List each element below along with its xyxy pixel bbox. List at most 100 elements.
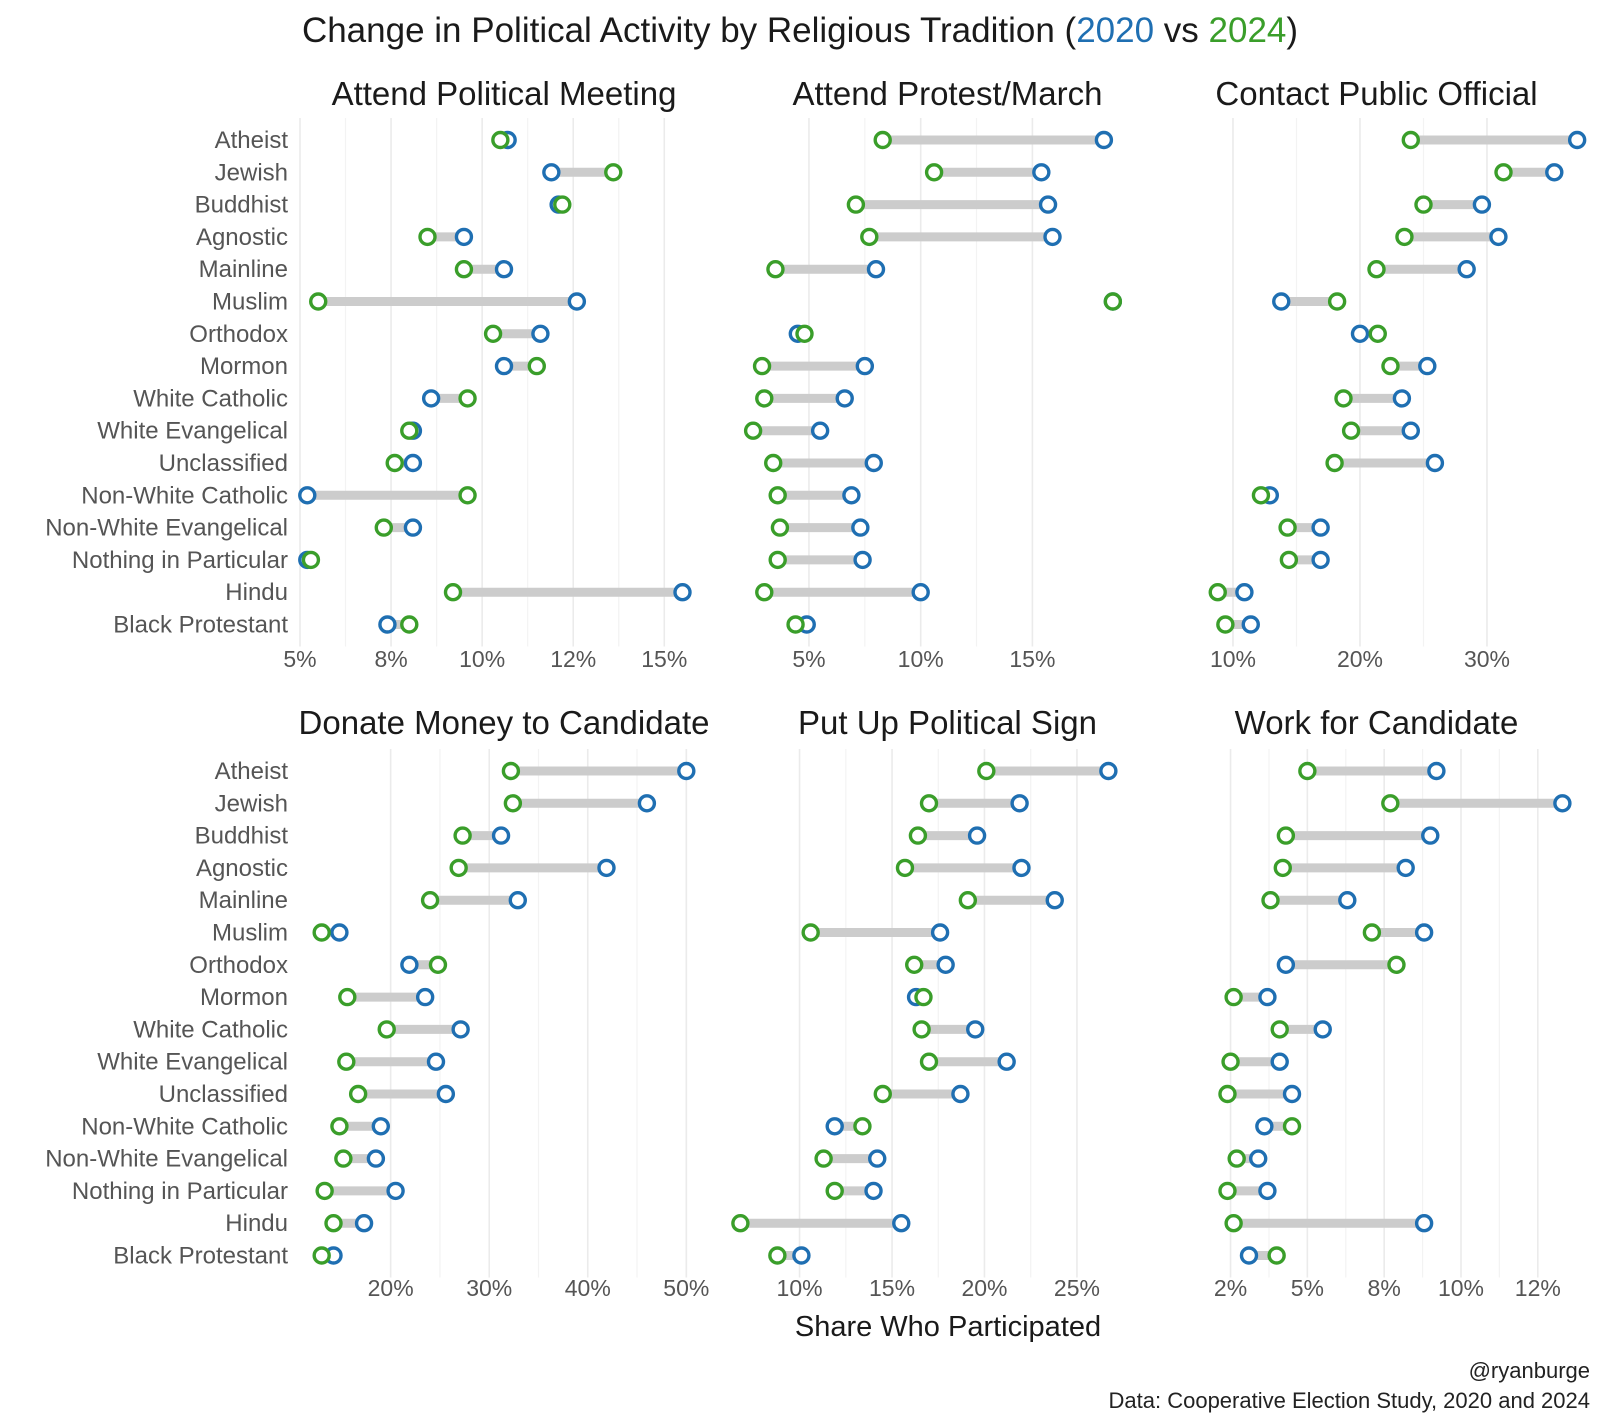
panel-attend-protest-march: Attend Protest/March 5% 10% 15% [743, 75, 1123, 672]
point-2020-non-white-evangelical [403, 518, 423, 537]
x-tick-label: 50% [663, 1275, 709, 1301]
point-2020-atheist [1427, 761, 1446, 781]
point-2024-non-white-evangelical [1227, 1149, 1246, 1168]
point-2020-white-evangelical [1270, 1052, 1289, 1071]
point-2024-non-white-evangelical [1278, 518, 1297, 537]
row-label-unclassified: Unclassified [159, 1081, 288, 1108]
point-2024-buddhist [453, 826, 472, 845]
point-2024-atheist [1298, 761, 1317, 781]
point-2024-mainline [454, 260, 474, 279]
point-2020-white-catholic [1392, 389, 1412, 408]
point-2024-muslim [801, 923, 820, 942]
point-2020-mainline [866, 260, 886, 279]
point-2020-black-protestant [1239, 1246, 1259, 1265]
row-label-buddhist: Buddhist [195, 823, 289, 850]
row-label-orthodox: Orthodox [189, 321, 288, 348]
panel-title-put-up-political-sign: Put Up Political Sign [798, 704, 1097, 741]
panel-title-attend-protest-march: Attend Protest/March [793, 75, 1103, 112]
point-2024-jewish [503, 794, 523, 813]
point-2020-black-protestant [1241, 615, 1260, 634]
point-2020-unclassified [403, 453, 423, 473]
point-2024-non-white-evangelical [374, 518, 393, 537]
point-2020-non-white-evangelical [366, 1149, 386, 1168]
point-2024-white-catholic [1270, 1020, 1289, 1039]
point-2024-white-catholic [458, 389, 477, 408]
panels: Attend Political Meeting 5% 8% 10% 12% 15% Ath… [45, 75, 1587, 1301]
point-2024-white-evangelical [743, 421, 763, 440]
point-2024-white-catholic [912, 1020, 931, 1039]
point-2024-atheist [873, 130, 892, 150]
x-tick-label: 8% [1368, 1275, 1401, 1301]
point-2020-white-catholic [451, 1020, 470, 1039]
panel-attend-political-meeting: Attend Political Meeting 5% 8% 10% 12% 15% Ath… [45, 75, 692, 672]
x-tick-label: 30% [1464, 646, 1510, 672]
point-2020-mainline [1338, 891, 1357, 910]
row-label-atheist: Atheist [215, 127, 289, 154]
chart-title: Change in Political Activity by Religiou… [302, 11, 1298, 50]
point-2020-muslim [567, 292, 587, 311]
row-label-non-white-catholic: Non-White Catholic [81, 1113, 288, 1140]
point-2024-black-protestant [1216, 615, 1235, 634]
x-tick-label: 30% [466, 1275, 512, 1301]
point-2024-buddhist [846, 195, 866, 214]
row-label-white-evangelical: White Evangelical [97, 1049, 288, 1076]
point-2024-hindu [324, 1213, 343, 1233]
point-2020-muslim [330, 923, 349, 942]
point-2020-hindu [1235, 583, 1254, 602]
row-label-non-white-evangelical: Non-White Evangelical [45, 1146, 288, 1173]
x-tick-label: 5% [792, 646, 825, 672]
point-2020-unclassified [864, 453, 883, 473]
x-tick-label: 20% [368, 1275, 414, 1301]
row-label-mormon: Mormon [200, 353, 288, 380]
point-2020-mormon [1258, 987, 1277, 1007]
point-2024-non-white-evangelical [814, 1149, 833, 1168]
panel-contact-public-official: Contact Public Official 10% 20% 30% [1208, 75, 1587, 672]
panel-title-attend-political-meeting: Attend Political Meeting [332, 75, 677, 112]
point-2020-unclassified [1425, 453, 1445, 473]
point-2024-mainline [766, 260, 785, 279]
point-2024-unclassified [1325, 453, 1344, 473]
point-2024-mainline [958, 891, 978, 910]
point-2024-agnostic [449, 858, 468, 878]
point-2020-muslim [1272, 292, 1291, 311]
point-2020-unclassified [436, 1084, 456, 1104]
row-label-buddhist: Buddhist [195, 192, 289, 219]
point-2020-nothing-in-particular [864, 1181, 883, 1201]
point-2020-hindu [673, 583, 692, 602]
point-2024-black-protestant [312, 1246, 331, 1265]
point-2024-jewish [1494, 163, 1513, 182]
row-label-muslim: Muslim [212, 920, 288, 947]
point-2024-hindu [731, 1213, 750, 1233]
point-2024-non-white-evangelical [334, 1149, 353, 1168]
x-tick-label: 15% [641, 646, 687, 672]
row-label-agnostic: Agnostic [196, 855, 288, 882]
point-2024-mormon [1224, 987, 1243, 1007]
title-suffix: ) [1286, 11, 1298, 50]
x-tick-label: 10% [898, 646, 944, 672]
point-2020-nothing-in-particular [853, 550, 872, 570]
point-2020-orthodox [531, 324, 550, 343]
point-2020-mainline [1457, 260, 1476, 279]
point-2024-white-evangelical [337, 1052, 356, 1071]
point-2020-orthodox [400, 955, 419, 974]
point-2020-nothing-in-particular [1311, 550, 1330, 570]
point-2020-buddhist [1421, 826, 1440, 845]
point-2024-atheist [1401, 130, 1420, 150]
point-2024-mormon [752, 356, 772, 376]
point-2020-hindu [1414, 1213, 1434, 1233]
row-label-unclassified: Unclassified [159, 450, 288, 477]
point-2024-orthodox [905, 955, 924, 974]
point-2020-white-evangelical [1401, 421, 1420, 440]
point-2020-non-white-catholic [1255, 1117, 1274, 1136]
x-tick-label: 40% [565, 1275, 611, 1301]
point-2024-jewish [919, 794, 939, 813]
point-2020-atheist [1099, 761, 1118, 781]
row-label-hindu: Hindu [225, 1210, 288, 1237]
point-2024-unclassified [348, 1084, 368, 1104]
point-2024-hindu [443, 583, 463, 602]
point-2024-black-protestant [768, 1246, 787, 1265]
row-label-mormon: Mormon [200, 984, 288, 1011]
point-2020-mainline [494, 260, 514, 279]
point-2020-atheist [1567, 130, 1587, 150]
